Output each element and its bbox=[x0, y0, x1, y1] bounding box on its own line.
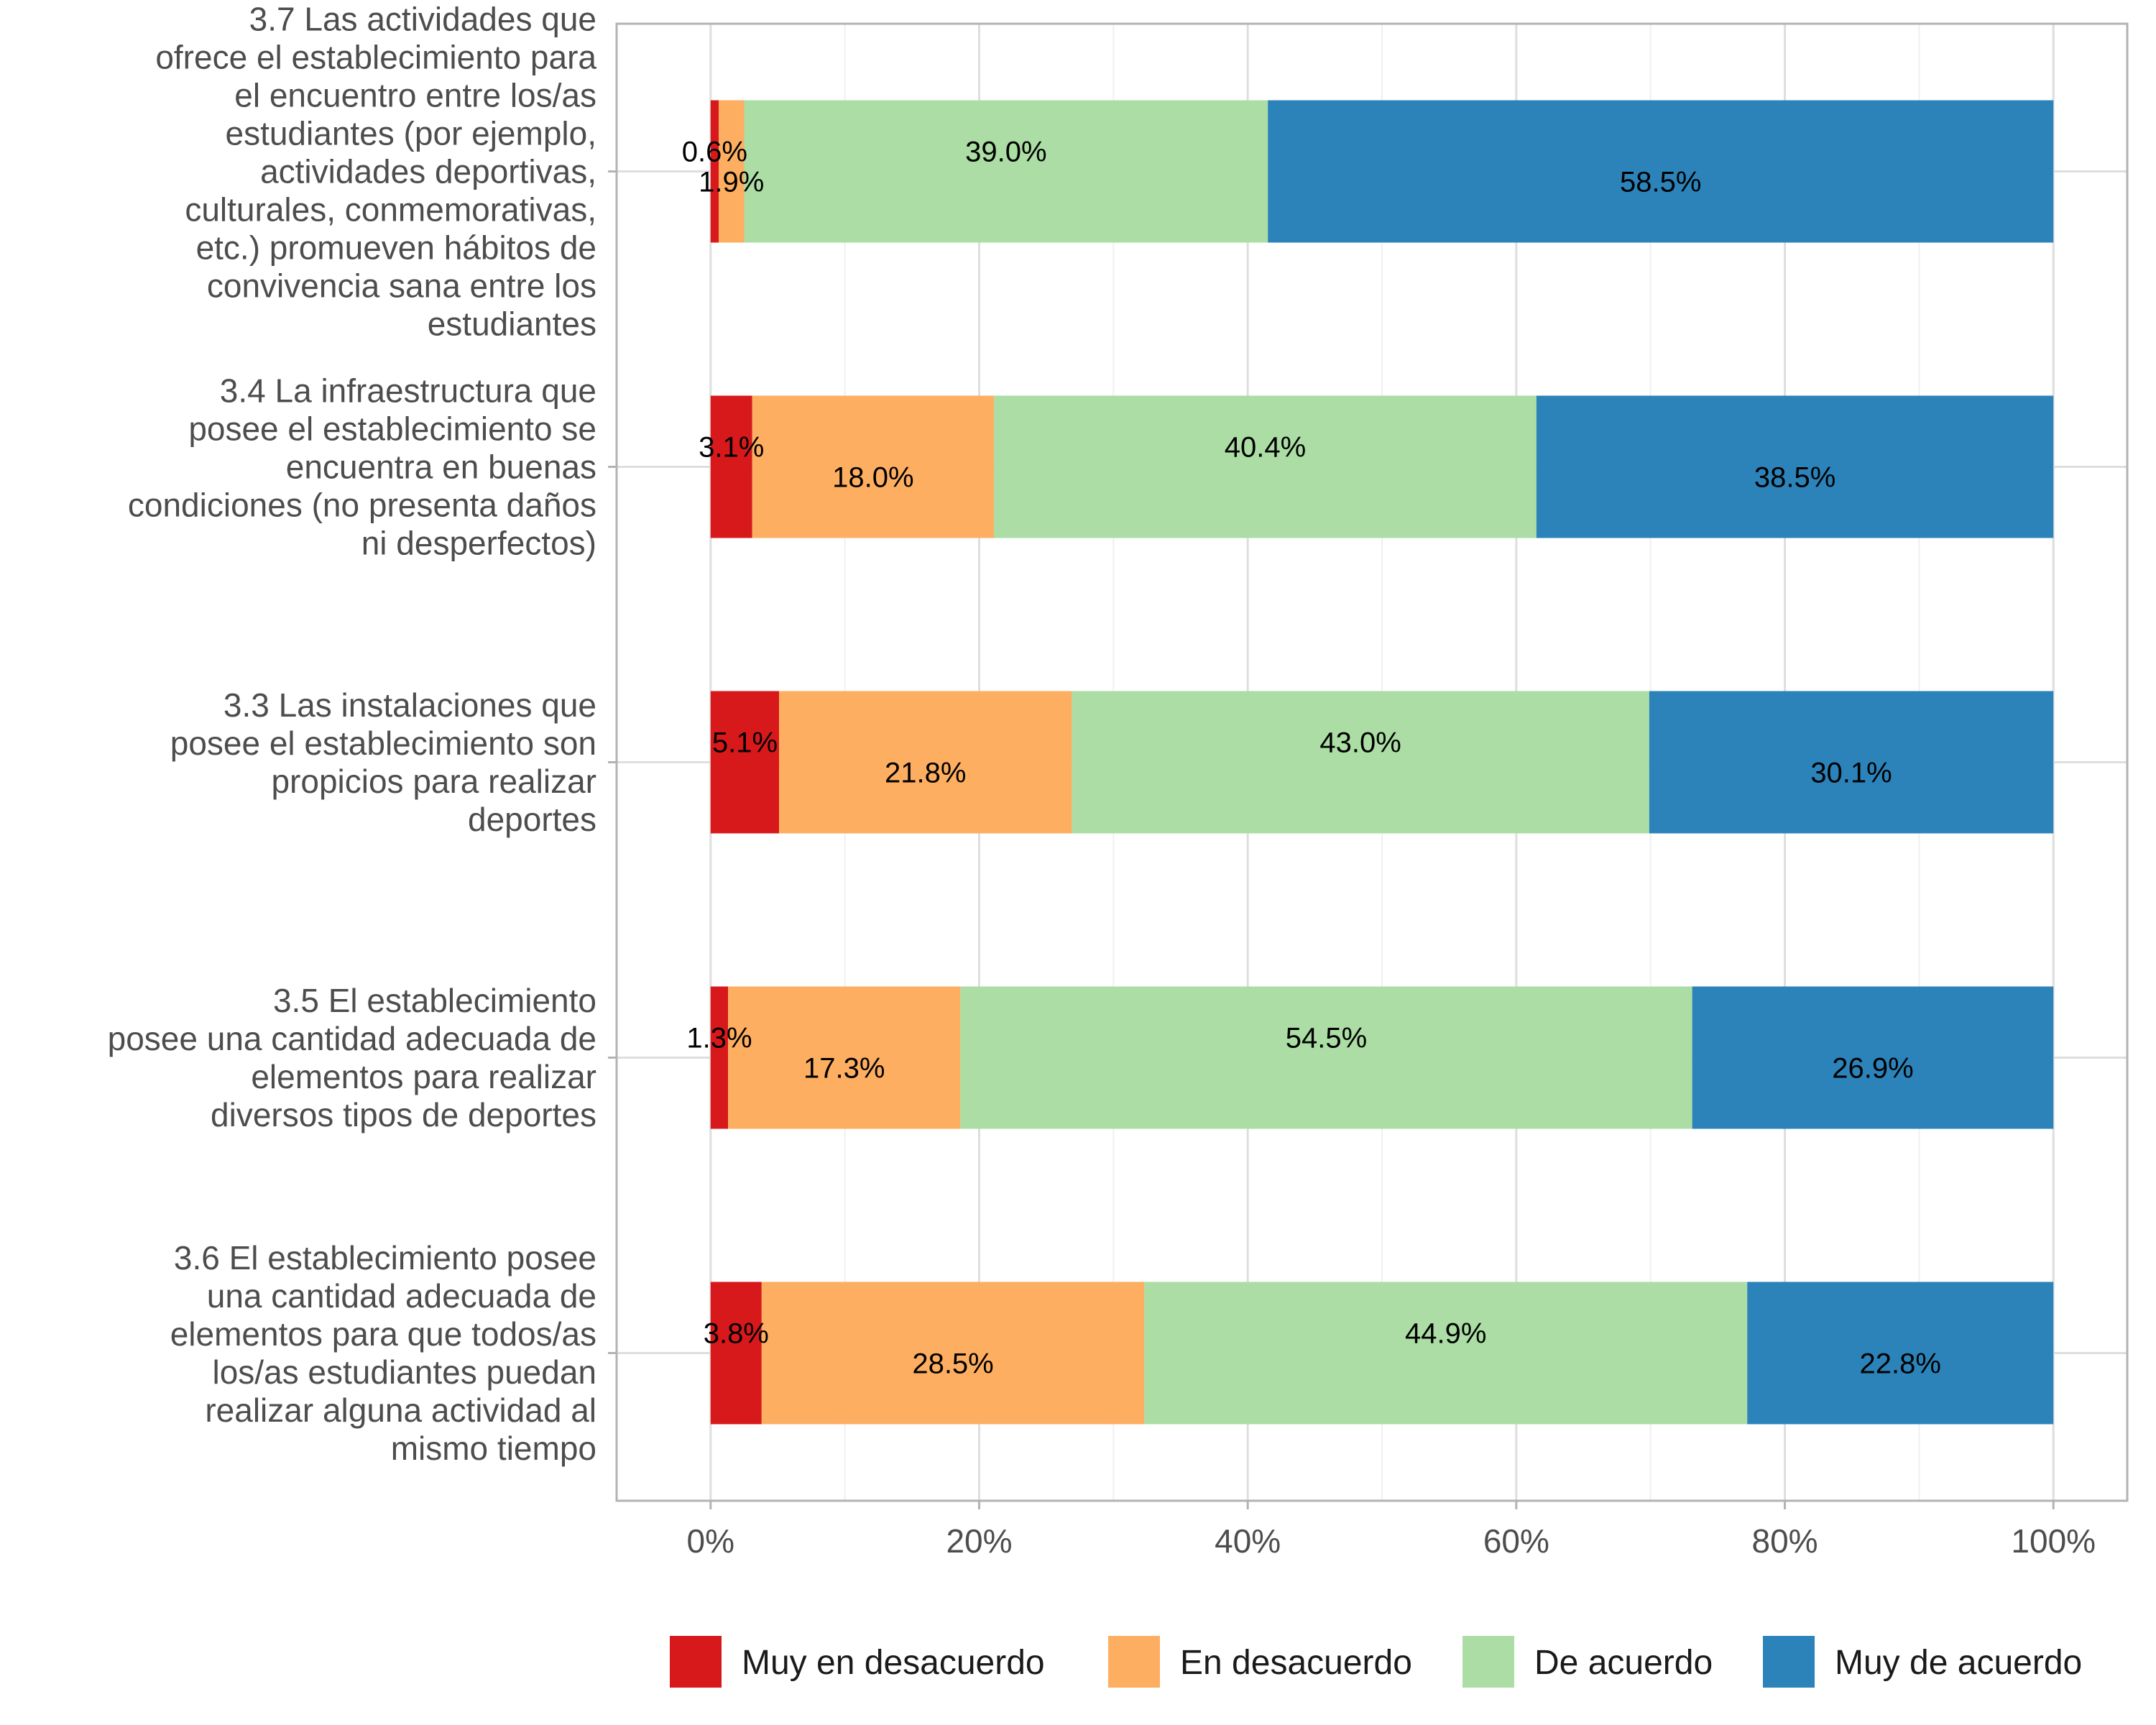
data-label: 30.1% bbox=[1810, 758, 1892, 789]
bar-segment bbox=[752, 395, 995, 538]
bar-segment bbox=[960, 986, 1692, 1129]
bar-segment bbox=[710, 691, 780, 834]
legend-key bbox=[670, 1636, 722, 1688]
bar-segment bbox=[1649, 691, 2054, 834]
legend-key bbox=[1108, 1636, 1160, 1688]
bar-segment bbox=[1536, 395, 2054, 538]
data-label: 18.0% bbox=[832, 462, 913, 494]
x-tick-label: 0% bbox=[687, 1522, 734, 1560]
bar-segment bbox=[1268, 100, 2054, 243]
bar-segment bbox=[1144, 1282, 1748, 1425]
y-axis: 3.7 Las actividades que ofrece el estable… bbox=[108, 1, 617, 1467]
data-label: 54.5% bbox=[1286, 1023, 1367, 1054]
y-tick-label: 3.7 Las actividades que ofrece el estable… bbox=[155, 1, 596, 343]
x-axis: 0% 20% 40% 60% 80% 100% bbox=[687, 1501, 2096, 1560]
data-label: 21.8% bbox=[885, 758, 966, 789]
data-label: 58.5% bbox=[1620, 167, 1701, 198]
data-label: 39.0% bbox=[965, 137, 1046, 168]
bar-segment bbox=[779, 691, 1072, 834]
bars bbox=[710, 100, 2054, 1425]
bar-segment bbox=[728, 986, 961, 1129]
bar-segment bbox=[710, 395, 752, 538]
data-label: 0.6% bbox=[682, 137, 747, 168]
data-label: 1.9% bbox=[699, 167, 764, 198]
data-label: 17.3% bbox=[803, 1053, 885, 1085]
bar-segment bbox=[761, 1282, 1145, 1425]
data-label: 44.9% bbox=[1405, 1318, 1486, 1350]
bar-segment bbox=[710, 1282, 762, 1425]
legend-key bbox=[1462, 1636, 1514, 1688]
legend: Muy en desacuerdo En desacuerdo De acuerdo… bbox=[670, 1636, 2082, 1688]
data-label: 3.8% bbox=[704, 1318, 769, 1350]
bar-segment bbox=[710, 986, 729, 1129]
data-label: 28.5% bbox=[912, 1348, 993, 1380]
y-tick-label: 3.5 El establecimiento posee una cantidad… bbox=[108, 982, 596, 1133]
data-label: 3.1% bbox=[699, 432, 764, 464]
bar-segment bbox=[744, 100, 1268, 243]
data-label: 38.5% bbox=[1754, 462, 1835, 494]
data-label: 43.0% bbox=[1319, 727, 1401, 759]
data-label: 26.9% bbox=[1832, 1053, 1913, 1085]
bar-segment bbox=[1072, 691, 1649, 834]
x-tick-label: 60% bbox=[1483, 1522, 1549, 1560]
x-tick-label: 40% bbox=[1215, 1522, 1281, 1560]
legend-key bbox=[1763, 1636, 1815, 1688]
bar-segment bbox=[1692, 986, 2054, 1129]
y-tick-label: 3.6 El establecimiento posee una cantidad… bbox=[170, 1239, 596, 1467]
legend-label: En desacuerdo bbox=[1180, 1644, 1412, 1682]
legend-label: Muy de acuerdo bbox=[1835, 1644, 2082, 1682]
x-tick-label: 20% bbox=[946, 1522, 1012, 1560]
data-label: 1.3% bbox=[686, 1023, 752, 1054]
data-label: 40.4% bbox=[1225, 432, 1306, 464]
bar-segment bbox=[719, 100, 745, 243]
y-tick-label: 3.3 Las instalaciones que posee el establ… bbox=[170, 686, 596, 838]
x-tick-label: 80% bbox=[1752, 1522, 1818, 1560]
bar-segment bbox=[994, 395, 1537, 538]
x-tick-label: 100% bbox=[2011, 1522, 2096, 1560]
legend-label: Muy en desacuerdo bbox=[742, 1644, 1045, 1682]
bar-segment bbox=[710, 100, 719, 243]
bar-segment bbox=[1747, 1282, 2054, 1425]
data-label: 22.8% bbox=[1860, 1348, 1941, 1380]
y-tick-label: 3.4 La infraestructura que posee el estab… bbox=[128, 372, 596, 562]
data-labels: 0.6%1.9% 39.0% 58.5% 3.1% 18.0% 40.4% 38.5% 5.1… bbox=[682, 137, 1941, 1380]
legend-label: De acuerdo bbox=[1534, 1644, 1713, 1682]
data-label: 5.1% bbox=[712, 727, 778, 759]
